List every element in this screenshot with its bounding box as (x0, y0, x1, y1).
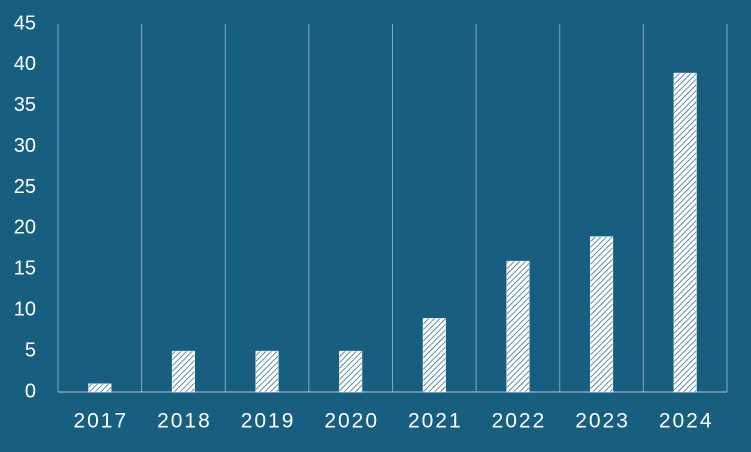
bar (590, 236, 614, 393)
y-tick-label: 15 (14, 258, 36, 280)
bar (339, 350, 363, 393)
y-tick-label: 5 (25, 339, 36, 361)
bar (422, 318, 446, 393)
x-tick-label: 2021 (408, 410, 463, 433)
y-tick-label: 20 (14, 217, 36, 239)
x-tick-label: 2017 (73, 410, 128, 433)
x-tick-label: 2023 (575, 410, 630, 433)
bar (255, 350, 279, 393)
y-tick-label: 35 (14, 94, 36, 116)
y-tick-label: 30 (14, 135, 36, 157)
x-tick-label: 2024 (659, 410, 714, 433)
bar (88, 383, 112, 393)
y-tick-label: 10 (14, 299, 36, 321)
x-tick-label: 2020 (324, 410, 379, 433)
y-tick-label: 25 (14, 176, 36, 198)
x-tick-label: 2022 (492, 410, 547, 433)
y-tick-label: 0 (25, 380, 36, 402)
x-tick-label: 2018 (157, 410, 212, 433)
bar (171, 350, 195, 393)
y-tick-label: 45 (14, 12, 36, 34)
bar (506, 260, 530, 393)
x-tick-label: 2019 (241, 410, 296, 433)
bar (673, 72, 697, 393)
y-tick-label: 40 (14, 53, 36, 75)
